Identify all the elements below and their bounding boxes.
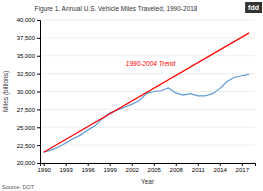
y-axis-label: Miles (billions)	[2, 71, 10, 112]
tick-mark	[37, 56, 40, 57]
tick-mark	[176, 163, 177, 166]
tick: 37,500	[17, 35, 40, 41]
tick: 2005	[148, 163, 162, 173]
tick-label: 27,500	[17, 107, 36, 113]
tick: 2017	[236, 163, 250, 173]
tick-mark	[37, 145, 40, 146]
tick: 25,000	[17, 125, 40, 131]
tick: 40,000	[17, 17, 40, 23]
tick-label: 1993	[60, 167, 74, 173]
tick-label: 22,500	[17, 143, 36, 149]
tick-mark	[154, 163, 155, 166]
chart: 1990 1993 1996 1999 2002 2005 2008 2011 2014 2017…	[0, 0, 263, 191]
tick: 1996	[82, 163, 96, 173]
tick: 1993	[60, 163, 74, 173]
x-axis: 1990 1993 1996 1999 2002 2005 2008 2011 2014 2017	[37, 163, 255, 173]
grid	[40, 20, 255, 163]
tick-label: 40,000	[17, 17, 36, 23]
series-line	[44, 74, 249, 152]
tick-mark	[37, 92, 40, 93]
tick-label: 1990	[37, 167, 51, 173]
tick-mark	[37, 127, 40, 128]
tick: 2002	[126, 163, 140, 173]
axis-line	[37, 21, 41, 164]
tick: 2008	[170, 163, 184, 173]
logo-box	[245, 2, 262, 13]
tick-mark	[242, 163, 243, 166]
tick-mark	[132, 163, 133, 166]
tick-label: 35,000	[17, 53, 36, 59]
annotation: 1990-2004 Trend	[126, 60, 176, 67]
tick: 2011	[192, 163, 206, 173]
grid-line	[40, 20, 255, 21]
tick-label: 37,500	[17, 35, 36, 41]
tick-mark	[37, 38, 40, 39]
tick: 20,000	[17, 160, 40, 166]
tick: 1990	[37, 163, 51, 173]
tick-label: 2017	[236, 167, 250, 173]
lines	[44, 33, 249, 152]
x-axis-label: Year	[141, 178, 155, 185]
tick-label: 25,000	[17, 125, 36, 131]
tick-mark	[88, 163, 89, 166]
tick-label: 20,000	[17, 160, 36, 166]
tick: 32,500	[17, 71, 40, 77]
source: Source: DOT	[2, 184, 35, 190]
grid-line	[40, 109, 255, 110]
tick: 35,000	[17, 53, 40, 59]
tick: 1999	[104, 163, 118, 173]
title: Figure 1. Annual U.S. Vehicle Miles Trav…	[35, 5, 198, 13]
grid-line	[40, 55, 255, 56]
tick-mark	[44, 163, 45, 166]
tick-label: 2002	[126, 167, 140, 173]
tick-mark	[37, 20, 40, 21]
y-axis: 20,000 22,500 25,000 27,500 30,000 32,500 35,0…	[17, 17, 41, 166]
tick-label: 2011	[192, 167, 206, 173]
tick-mark	[220, 163, 221, 166]
tick-mark	[110, 163, 111, 166]
tick-label: 30,000	[17, 89, 36, 95]
grid-line	[40, 127, 255, 128]
tick-label: 1999	[104, 167, 118, 173]
tick-label: 2008	[170, 167, 184, 173]
tick-mark	[198, 163, 199, 166]
tick-mark	[37, 109, 40, 110]
tick-mark	[66, 163, 67, 166]
logo-text: fdd	[248, 4, 259, 11]
tick: 2014	[214, 163, 228, 173]
tick: 30,000	[17, 89, 40, 95]
logo: fdd	[245, 2, 262, 13]
grid-line	[40, 145, 255, 146]
grid-line	[40, 37, 255, 38]
tick: 27,500	[17, 107, 40, 113]
tick-mark	[37, 163, 40, 164]
tick-label: 2005	[148, 167, 162, 173]
grid-line	[40, 73, 255, 74]
series-line	[44, 33, 249, 152]
tick-label: 32,500	[17, 71, 36, 77]
tick-label: 2014	[214, 167, 228, 173]
tick: 22,500	[17, 143, 40, 149]
axis-line	[41, 164, 256, 167]
tick-mark	[37, 74, 40, 75]
tick-label: 1996	[82, 167, 96, 173]
